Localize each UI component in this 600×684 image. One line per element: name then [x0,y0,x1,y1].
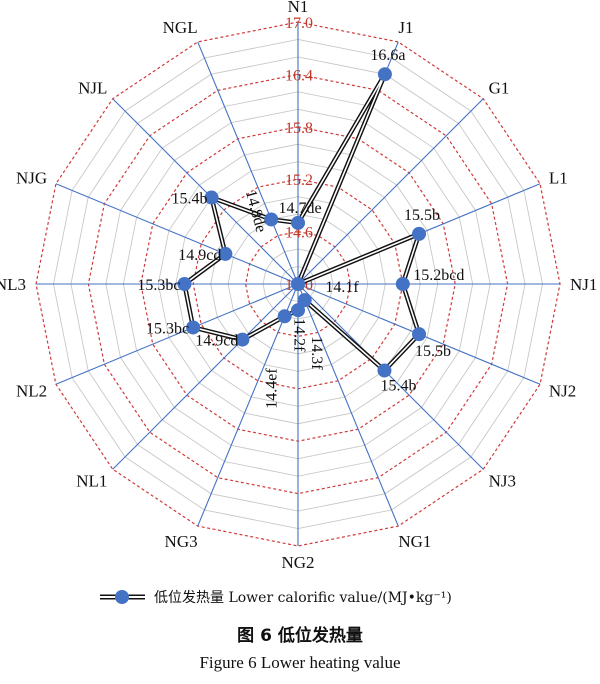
data-label-ng2: 14.3f [308,336,325,370]
data-point-nj1 [395,277,410,291]
data-point-ng1 [297,293,312,308]
data-label-j1: 16.6a [370,47,405,64]
data-label-njl: 15.4b [172,191,208,208]
tick-label: 16.4 [285,67,313,84]
data-label-nl3: 15.3bc [137,277,180,294]
data-point-nl3 [177,277,192,291]
category-label-ng3: NG3 [165,532,198,551]
data-point-ng2 [291,303,305,318]
data-label-nj3: 15.4b [380,377,416,394]
category-label-nl3: NL3 [0,275,26,294]
legend-marker [115,590,129,604]
data-label-nl2: 15.3bc [146,320,189,337]
radar-data-labels: 14.7de 16.6a 14.1f 15.5b 15.2bcd 15.5b 15.4b 14… [137,47,464,408]
tick-label: 14.6 [285,225,313,242]
category-label-nj1: NJ1 [570,275,597,294]
spoke-g1 [297,98,484,285]
tick-label: 15.2 [285,172,313,189]
category-label-nl2: NL2 [16,381,47,400]
spoke-ng3 [197,283,299,527]
category-label-g1: G1 [489,78,510,97]
category-label-l1: L1 [549,169,568,188]
data-point-nj3 [377,363,392,378]
category-label-ng1: NG1 [398,532,431,551]
category-label-ngl: NGL [163,18,198,37]
data-point-ngl [264,212,279,227]
category-label-nl1: NL1 [76,472,107,491]
radar-tick-labels: 14.014.615.215.816.417.0 [285,15,313,294]
data-label-njg: 14.9cd [178,247,221,264]
data-label-ng1: 14.2f [291,318,308,352]
category-label-njg: NJG [16,169,47,188]
figure-caption-chinese: 图 6 低位发热量 [237,625,363,646]
radar-axis-labels: N1 J1 G1 L1 NJ1 NJ2 NJ3 NG1 NG2 NG3 NL1 NL2 NL3 NJG NJ… [0,0,597,572]
category-label-n1: N1 [288,0,309,16]
data-point-ng3 [277,309,292,324]
data-point-g1 [291,277,305,291]
figure-caption-english: Figure 6 Lower heating value [199,653,400,672]
spoke-nj3 [297,283,484,470]
spoke-ngl [197,41,299,285]
data-point-nl1 [235,332,250,347]
data-label-nj1: 15.2bcd [413,267,464,284]
data-point-njl [204,190,219,205]
data-label-ng3: 14.4ef [264,368,281,409]
category-label-nj2: NJ2 [549,381,576,400]
spoke-njg [55,183,299,285]
data-point-njg [218,246,233,261]
data-label-n1: 14.7de [278,200,321,217]
data-point-n1 [291,215,305,230]
data-point-nj2 [412,327,427,342]
tick-label: 17.0 [285,15,313,32]
data-label-g1: 14.1f [325,279,359,296]
data-point-j1 [377,67,392,82]
data-point-l1 [412,226,427,241]
data-label-l1: 15.5b [404,207,440,224]
data-point-nl2 [186,320,201,335]
spoke-nl1 [112,283,299,470]
tick-label: 15.8 [285,120,313,137]
spoke-nl2 [55,283,299,385]
category-label-nj3: NJ3 [489,472,516,491]
radar-series [177,67,427,378]
major-gridline [87,73,509,495]
category-label-ng2: NG2 [281,553,314,572]
data-label-nj2: 15.5b [415,343,451,360]
spoke-njl [112,98,299,285]
legend-label: 低位发热量 Lower calorific value/(MJ•kg⁻¹) [154,590,452,606]
legend: 低位发热量 Lower calorific value/(MJ•kg⁻¹) [100,590,452,606]
category-label-j1: J1 [398,18,413,37]
data-label-nl1: 14.9cd [195,333,238,350]
spoke-ng1 [297,283,399,527]
category-label-njl: NJL [78,78,107,97]
